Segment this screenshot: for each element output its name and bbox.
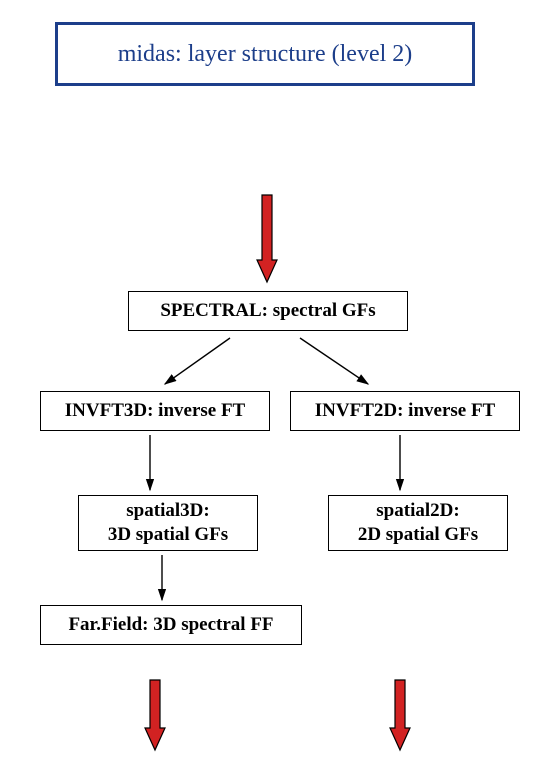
node-spatial2d: spatial2D:2D spatial GFs — [328, 495, 508, 551]
title-box: midas: layer structure (level 2) — [55, 22, 475, 86]
thick-arrow — [145, 680, 165, 750]
node-invft2d: INVFT2D: inverse FT — [290, 391, 520, 431]
node-spatial3d: spatial3D:3D spatial GFs — [78, 495, 258, 551]
thin-arrow — [165, 338, 230, 384]
node-invft3d-label: INVFT3D: inverse FT — [65, 399, 245, 423]
node-farfield: Far.Field: 3D spectral FF — [40, 605, 302, 645]
thick-arrow — [390, 680, 410, 750]
thin-arrows-group — [150, 338, 400, 600]
thin-arrow — [300, 338, 368, 384]
node-spectral-label: SPECTRAL: spectral GFs — [160, 299, 375, 323]
arrows-overlay — [0, 0, 540, 780]
thick-arrows-group — [145, 195, 410, 750]
node-invft2d-label: INVFT2D: inverse FT — [315, 399, 495, 423]
title-text: midas: layer structure (level 2) — [118, 41, 413, 68]
thick-arrow — [257, 195, 277, 282]
node-farfield-label: Far.Field: 3D spectral FF — [68, 613, 273, 637]
node-invft3d: INVFT3D: inverse FT — [40, 391, 270, 431]
node-spectral: SPECTRAL: spectral GFs — [128, 291, 408, 331]
node-spatial2d-label: spatial2D:2D spatial GFs — [358, 499, 478, 547]
node-spatial3d-label: spatial3D:3D spatial GFs — [108, 499, 228, 547]
